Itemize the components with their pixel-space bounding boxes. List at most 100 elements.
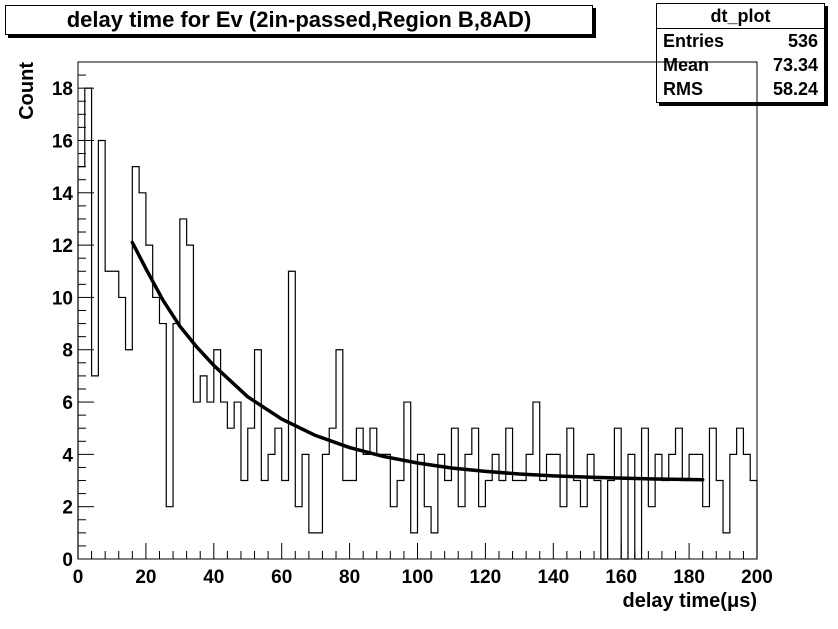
histogram-bin	[241, 481, 248, 559]
histogram-bin	[207, 402, 214, 559]
histogram-bin	[397, 481, 404, 559]
histogram-bin	[159, 324, 166, 559]
histogram-bin	[255, 350, 262, 559]
histogram-bin	[445, 481, 452, 559]
x-tick-label: 0	[73, 567, 84, 588]
y-axis-ticks: 0 2 4 6 8 10 12 14 16 18	[52, 61, 94, 571]
histogram-bin	[227, 428, 234, 559]
histogram-bin	[492, 454, 499, 559]
histogram-bin	[424, 507, 431, 559]
chart-title: delay time for Ev (2in-passed,Region B,8…	[5, 5, 593, 35]
histogram-bin	[533, 402, 540, 559]
fit-curve	[130, 240, 705, 482]
stats-value-mean: 73.34	[772, 55, 818, 75]
x-tick-label: 40	[203, 567, 224, 588]
histogram-bin	[248, 428, 255, 559]
histogram-bin	[322, 454, 329, 559]
histogram-bin	[180, 219, 187, 559]
x-axis-label: delay time(μs)	[622, 590, 757, 612]
histogram-bin	[132, 167, 139, 559]
stats-label-rms: RMS	[663, 79, 703, 99]
histogram-bin	[418, 454, 425, 559]
histogram-bin	[384, 454, 391, 559]
histogram-bin	[676, 428, 683, 559]
histogram-bin	[275, 428, 282, 559]
histogram-bin	[139, 193, 146, 559]
stats-label-entries: Entries	[663, 31, 725, 51]
y-axis-label: Count	[16, 62, 38, 120]
histogram-bin	[404, 402, 411, 559]
histogram-bin	[187, 245, 194, 559]
histogram-bin	[105, 271, 112, 559]
histogram-bin	[288, 271, 295, 559]
histogram-bin	[295, 507, 302, 559]
y-tick-label: 4	[62, 445, 73, 466]
histogram-bin	[302, 454, 309, 559]
y-tick-label: 18	[52, 79, 73, 100]
histogram-bin	[669, 454, 676, 559]
histogram-bin	[458, 507, 465, 559]
histogram-bin	[682, 481, 689, 559]
histogram-bin	[282, 481, 289, 559]
stats-value-rms: 58.24	[772, 79, 818, 99]
histogram-bin	[737, 428, 744, 559]
histogram-bin	[614, 428, 621, 559]
stats-row-rms: RMS 58.24	[657, 77, 824, 101]
histogram-bin	[363, 454, 370, 559]
histogram-bin	[716, 481, 723, 559]
histogram-bin	[540, 481, 547, 559]
histogram-bin	[506, 428, 513, 559]
x-tick-label: 100	[402, 567, 434, 588]
histogram-bin	[485, 481, 492, 559]
stats-box: dt_plot Entries 536 Mean 73.34 RMS 58.24	[656, 3, 825, 103]
stats-row-entries: Entries 536	[657, 29, 824, 53]
histogram-bin	[628, 454, 635, 559]
y-tick-label: 12	[52, 236, 73, 257]
histogram-bin	[642, 428, 649, 559]
histogram-bin	[662, 481, 669, 559]
histogram-bin	[166, 507, 173, 559]
x-tick-label: 80	[339, 567, 360, 588]
histogram-bin	[451, 428, 458, 559]
histogram-bin	[587, 454, 594, 559]
histogram-bin	[92, 376, 99, 559]
histogram-bin	[750, 481, 757, 559]
stats-value-entries: 536	[787, 31, 818, 51]
x-tick-label: 180	[673, 567, 705, 588]
histogram-bin	[580, 507, 587, 559]
x-axis-ticks: 0 20 40 60 80 100 120 140 160 180 200	[73, 543, 773, 588]
y-tick-label: 2	[62, 498, 73, 519]
histogram-bin	[553, 454, 560, 559]
histogram-bin	[370, 428, 377, 559]
y-tick-label: 0	[62, 550, 73, 571]
histogram-bin	[513, 481, 520, 559]
histogram-bin	[329, 428, 336, 559]
histogram-bin	[200, 376, 207, 559]
histogram-bin	[146, 245, 153, 559]
histogram-bin	[648, 507, 655, 559]
histogram-bin	[472, 428, 479, 559]
histogram-bin	[112, 271, 119, 559]
histogram-bin	[221, 402, 228, 559]
histogram-bin	[153, 297, 160, 559]
histogram-bin	[85, 88, 92, 559]
histogram-bin	[98, 140, 105, 559]
histogram-bin	[574, 481, 581, 559]
y-tick-label: 6	[62, 393, 73, 414]
histogram-bin	[594, 481, 601, 559]
histogram-bin	[119, 297, 126, 559]
histogram-bin	[78, 167, 85, 559]
histogram-bin	[309, 533, 316, 559]
histogram-bin	[343, 481, 350, 559]
histogram-bin	[411, 533, 418, 559]
y-tick-label: 8	[62, 341, 73, 362]
histogram-bin	[431, 533, 438, 559]
stats-histogram-name: dt_plot	[657, 4, 824, 29]
histogram-bin	[336, 350, 343, 559]
x-tick-label: 200	[741, 567, 773, 588]
x-tick-label: 20	[135, 567, 156, 588]
histogram-bin	[350, 481, 357, 559]
y-tick-label: 14	[52, 184, 74, 205]
y-tick-label: 10	[52, 288, 73, 309]
